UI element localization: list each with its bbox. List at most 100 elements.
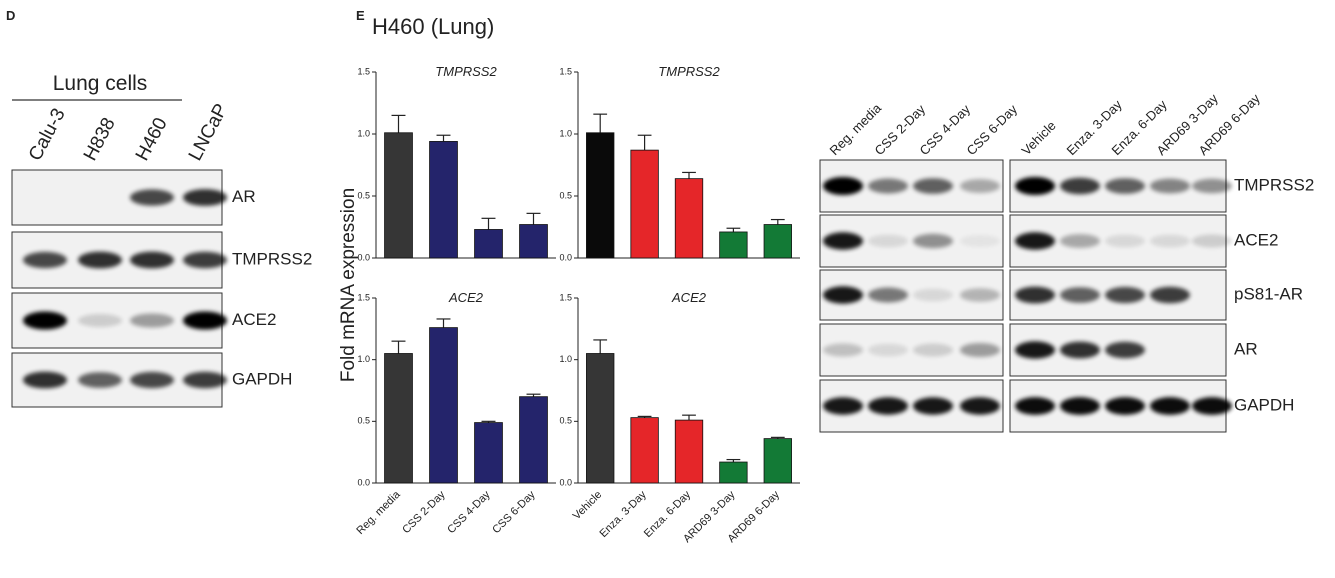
blot-band xyxy=(913,397,953,415)
blot-band xyxy=(1150,286,1190,304)
protein-label: TMPRSS2 xyxy=(1234,175,1314,194)
blot-band xyxy=(960,397,1000,415)
bar xyxy=(429,327,458,484)
chart-title: ACE2 xyxy=(448,290,484,305)
blot-band xyxy=(960,179,1000,193)
x-tick-label: Reg. media xyxy=(354,488,403,537)
blot-band xyxy=(1105,286,1145,304)
blot-band xyxy=(130,189,174,206)
blot-band xyxy=(1015,232,1055,250)
blot-band xyxy=(183,251,227,269)
blot-band xyxy=(1105,397,1145,415)
blot-band xyxy=(1060,177,1100,195)
bar xyxy=(429,141,458,259)
blot-band xyxy=(868,178,908,194)
blot-band xyxy=(1192,397,1232,415)
x-tick-label: CSS 4-Day xyxy=(445,488,493,536)
protein-label: pS81-AR xyxy=(1234,284,1303,303)
lane-label: LNCaP xyxy=(185,100,232,164)
blot-band xyxy=(183,189,227,206)
blot-band xyxy=(868,287,908,303)
protein-label: TMPRSS2 xyxy=(232,249,312,268)
blot-band xyxy=(960,342,1000,358)
blot-band xyxy=(1150,397,1190,415)
blot-band xyxy=(23,371,67,389)
lane-label: Vehicle xyxy=(1019,118,1059,158)
blot-band xyxy=(130,251,174,269)
y-tick-label: 0.0 xyxy=(357,252,370,262)
blot-band xyxy=(1015,177,1055,195)
blot-band xyxy=(960,234,1000,248)
blot-band xyxy=(1015,341,1055,359)
blot-band xyxy=(913,343,953,357)
y-tick-label: 0.0 xyxy=(559,252,572,262)
blot-band xyxy=(23,311,67,330)
bar xyxy=(763,224,792,259)
blot-band xyxy=(960,288,1000,302)
blot-band xyxy=(913,178,953,194)
bar xyxy=(519,396,548,484)
blot-band xyxy=(130,371,174,389)
bar xyxy=(474,422,503,484)
blot-band xyxy=(823,343,863,357)
blot-band xyxy=(868,343,908,357)
protein-label: ACE2 xyxy=(1234,230,1278,249)
bar xyxy=(384,132,413,259)
blot-band xyxy=(183,371,227,389)
bar xyxy=(674,178,704,259)
bar xyxy=(719,461,748,484)
blot-band xyxy=(913,288,953,302)
blot-band xyxy=(1192,234,1232,248)
bar xyxy=(519,224,548,259)
blot-band xyxy=(1015,286,1055,304)
chart-title: ACE2 xyxy=(671,290,707,305)
lane-label: CSS 6-Day xyxy=(964,101,1021,158)
bar xyxy=(586,353,615,484)
blot-band xyxy=(913,233,953,249)
blot-band xyxy=(78,251,122,269)
y-axis-label: Fold mRNA expression xyxy=(338,188,359,382)
blot-band xyxy=(1060,341,1100,359)
y-tick-label: 0.5 xyxy=(559,190,572,200)
blot-band xyxy=(868,234,908,248)
protein-label: ACE2 xyxy=(232,310,276,329)
y-tick-label: 1.5 xyxy=(357,66,370,76)
bar xyxy=(630,149,659,259)
blot-band xyxy=(868,397,908,415)
blot-band xyxy=(1060,287,1100,303)
blot-band xyxy=(1105,178,1145,194)
y-tick-label: 0.5 xyxy=(559,416,572,426)
blot-band xyxy=(823,397,863,415)
lane-label: H838 xyxy=(80,114,120,164)
y-tick-label: 1.0 xyxy=(559,128,572,138)
blot-band xyxy=(1015,397,1055,415)
blot-band xyxy=(823,232,863,250)
y-tick-label: 0.5 xyxy=(357,416,370,426)
lane-label: H460 xyxy=(132,114,172,164)
x-tick-label: CSS 2-Day xyxy=(400,488,448,536)
y-tick-label: 1.5 xyxy=(559,292,572,302)
blot-band xyxy=(1150,178,1190,194)
bar xyxy=(474,229,503,259)
blot-band xyxy=(1105,341,1145,359)
y-tick-label: 1.0 xyxy=(559,354,572,364)
blot-band xyxy=(1105,234,1145,248)
panel-letter: E xyxy=(356,8,365,23)
blot-band xyxy=(823,286,863,304)
y-tick-label: 1.0 xyxy=(357,354,370,364)
y-tick-label: 0.5 xyxy=(357,190,370,200)
blot-band xyxy=(130,313,174,328)
figure-title: H460 (Lung) xyxy=(372,14,494,39)
chart-title: TMPRSS2 xyxy=(435,64,497,79)
y-tick-label: 0.0 xyxy=(357,477,370,487)
blot-band xyxy=(1060,234,1100,248)
panel-letter: D xyxy=(6,8,15,23)
bar xyxy=(384,353,413,484)
y-tick-label: 0.0 xyxy=(559,477,572,487)
blot-band xyxy=(1192,178,1232,194)
protein-label: GAPDH xyxy=(232,369,292,388)
blot-band xyxy=(1150,234,1190,248)
x-tick-label: Vehicle xyxy=(571,489,605,523)
group-label: Lung cells xyxy=(53,72,148,95)
